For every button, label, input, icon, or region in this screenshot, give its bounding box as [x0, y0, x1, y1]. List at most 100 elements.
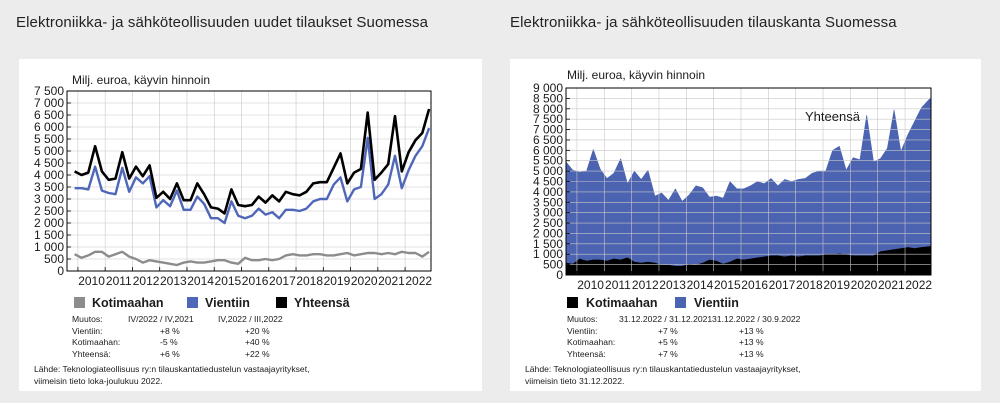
right-chart-card: Milj. euroa, käyvin hinnoin 0 500 1 000 1 5…	[510, 59, 981, 391]
legend-label-vientiin: Vientiin	[205, 296, 250, 310]
x-tick-label: 2015	[215, 274, 242, 288]
change-row-label: Kotimaahan:	[567, 337, 616, 348]
change-row-label: Yhteensä:	[72, 348, 111, 359]
left-series-lines	[73, 108, 431, 267]
legend-label-yhteensa: Yhteensä	[294, 296, 350, 310]
change-row-value2: +13 %	[739, 348, 764, 359]
y-tick-label: 7 000	[34, 96, 64, 110]
y-tick-label: 5 000	[34, 144, 64, 158]
right-change-table: Muutos: 31.12.2022 / 31.12.2021 31.12.20…	[567, 314, 867, 360]
change-row-value1: +7 %	[658, 325, 678, 336]
left-change-row: Yhteensä: +6 % +22 %	[72, 349, 332, 361]
left-plot-frame	[66, 90, 432, 272]
x-tick-label: 2015	[714, 278, 741, 292]
x-tick-label: 2012	[133, 274, 160, 288]
left-change-row: Kotimaahan: -5 % +40 %	[72, 337, 332, 349]
series-line-kotimaahan	[74, 250, 430, 267]
y-tick-label: 4 000	[533, 185, 563, 199]
y-tick-label: 3 500	[533, 195, 563, 209]
y-tick-label: 4 500	[34, 156, 64, 170]
left-unit-label: Milj. euroa, käyvin hinnoin	[72, 73, 210, 87]
right-change-row: Vientiin: +7 % +13 %	[567, 326, 867, 338]
series-line-yhteensa	[73, 108, 431, 215]
y-tick-label: 500	[44, 252, 64, 266]
x-tick-label: 2019	[823, 278, 850, 292]
change-row-value1: +5 %	[658, 337, 678, 348]
change-header-label: Muutos:	[72, 314, 103, 324]
source-line: viimeisin tieto loka-joulukuu 2022.	[34, 375, 163, 386]
x-tick-label: 2010	[78, 274, 105, 288]
left-chart-title: Elektroniikka- ja sähköteollisuuden uude…	[16, 14, 429, 31]
x-tick-label: 2013	[659, 278, 686, 292]
x-tick-label: 2021	[878, 278, 905, 292]
change-header-period2: 31.12.2022 / 30.9.2022	[712, 314, 801, 324]
right-stacked-areas	[565, 96, 932, 276]
x-tick-label: 2022	[905, 278, 932, 292]
left-change-table: Muutos: IV/2022 / IV,2021 IV,2022 / III,…	[72, 314, 332, 360]
y-tick-label: 9 000	[533, 81, 563, 95]
right-source-note: Lähde: Teknologiateollisuus ry:n tilausk…	[525, 364, 800, 387]
x-tick-label: 2014	[687, 278, 714, 292]
total-annotation: Yhteensä	[805, 109, 861, 124]
y-tick-label: 2 500	[34, 204, 64, 218]
source-line: viimeisin tieto 31.12.2022.	[525, 375, 625, 386]
change-row-value2: +40 %	[245, 337, 270, 348]
x-tick-label: 2010	[577, 278, 604, 292]
y-tick-label: 8 500	[533, 91, 563, 105]
y-tick-label: 4 000	[34, 168, 64, 182]
y-tick-label: 6 000	[34, 120, 64, 134]
legend-swatch-vientiin	[675, 297, 686, 308]
left-gridlines	[67, 91, 431, 271]
left-source-note: Lähde: Teknologiateollisuus ry:n tilausk…	[34, 364, 309, 387]
left-legend: Kotimaahan Vientiin Yhteensä	[74, 296, 350, 310]
legend-swatch-yhteensa	[276, 297, 287, 308]
y-tick-label: 6 500	[34, 108, 64, 122]
y-tick-label: 0	[556, 268, 563, 282]
y-tick-label: 8 000	[533, 102, 563, 116]
change-row-label: Yhteensä:	[567, 348, 606, 359]
legend-swatch-kotimaahan	[74, 297, 85, 308]
x-tick-label: 2018	[296, 274, 323, 288]
right-unit-label: Milj. euroa, käyvin hinnoin	[567, 68, 705, 82]
left-change-row: Vientiin: +8 % +20 %	[72, 326, 332, 338]
y-tick-label: 7 500	[34, 84, 64, 98]
left-change-header: Muutos: IV/2022 / IV,2021 IV,2022 / III,…	[72, 314, 332, 326]
y-tick-label: 5 500	[34, 132, 64, 146]
change-header-period1: 31.12.2022 / 31.12.2021	[619, 314, 713, 324]
y-tick-label: 6 000	[533, 143, 563, 157]
change-row-value2: +13 %	[739, 337, 764, 348]
x-tick-label: 2013	[160, 274, 187, 288]
y-tick-label: 1 500	[533, 237, 563, 251]
change-row-value2: +22 %	[245, 348, 270, 359]
x-tick-label: 2017	[769, 278, 796, 292]
right-change-row: Kotimaahan: +5 % +13 %	[567, 337, 867, 349]
change-row-label: Kotimaahan:	[72, 337, 121, 348]
legend-swatch-vientiin	[187, 297, 198, 308]
y-tick-label: 2 000	[34, 216, 64, 230]
x-tick-label: 2018	[796, 278, 823, 292]
y-tick-label: 5 000	[533, 164, 563, 178]
legend-label-vientiin: Vientiin	[694, 296, 739, 310]
x-tick-label: 2019	[324, 274, 351, 288]
change-row-value1: +6 %	[160, 348, 180, 359]
source-line: Lähde: Teknologiateollisuus ry:n tilausk…	[34, 364, 310, 374]
left-x-axis-ticks: 2010 2011 2012 2013 2014 2015 2016 2017 2018 2019…	[77, 267, 432, 288]
x-tick-label: 2020	[851, 278, 878, 292]
y-tick-label: 0	[57, 264, 64, 278]
x-tick-label: 2011	[605, 278, 631, 292]
y-tick-label: 1 000	[34, 240, 64, 254]
x-tick-label: 2016	[242, 274, 269, 288]
right-gridlines	[566, 88, 931, 275]
change-row-value2: +13 %	[739, 325, 764, 336]
y-tick-label: 3 000	[34, 192, 64, 206]
y-tick-label: 2 500	[533, 216, 563, 230]
change-row-value1: +8 %	[160, 325, 180, 336]
y-tick-label: 7 000	[533, 123, 563, 137]
x-tick-label: 2016	[741, 278, 768, 292]
change-header-label: Muutos:	[567, 314, 598, 324]
y-tick-label: 3 500	[34, 180, 64, 194]
right-change-row: Yhteensä: +7 % +13 %	[567, 349, 867, 361]
